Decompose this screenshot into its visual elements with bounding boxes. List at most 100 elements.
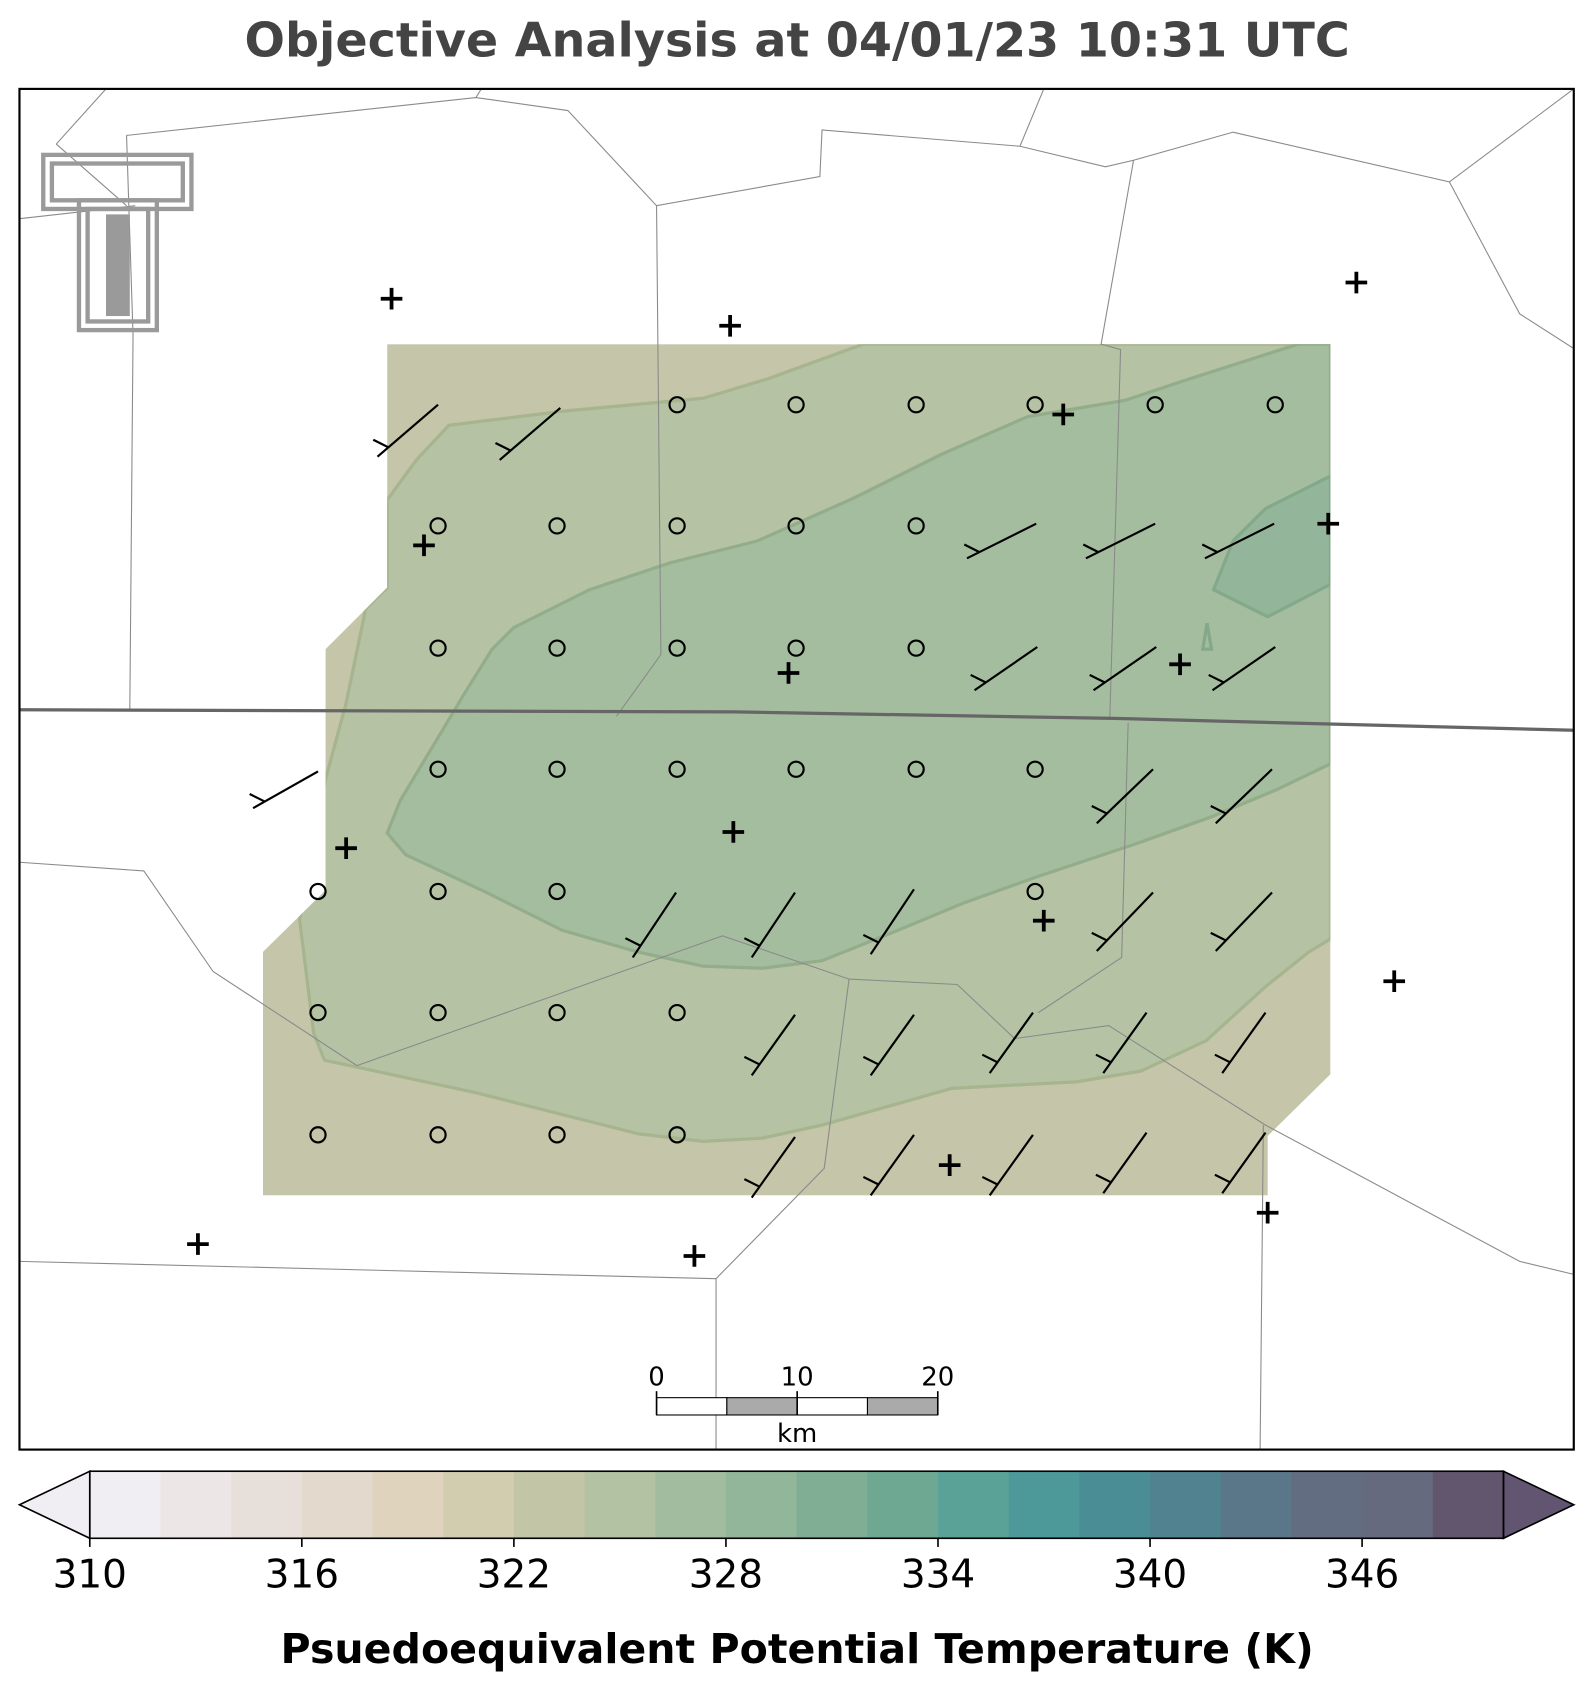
calm-marker — [429, 1126, 447, 1144]
calm-marker — [668, 760, 686, 778]
calm-marker — [429, 1003, 447, 1022]
colorbar-tick-label: 310 — [53, 1553, 127, 1598]
scale-segment — [726, 1397, 798, 1416]
colorbar-swatch — [443, 1471, 515, 1539]
wind-barb-tick — [743, 1178, 761, 1188]
scale-bar: 0 10 20 km — [648, 1363, 954, 1449]
station-marker — [380, 287, 403, 310]
station-marker — [1169, 653, 1191, 676]
colorbar-swatch — [1362, 1471, 1434, 1539]
calm-marker — [429, 760, 447, 778]
calm-marker — [429, 639, 447, 657]
wind-barb-tick — [981, 1175, 998, 1186]
wind-barb-tick — [494, 442, 512, 452]
station-marker — [1317, 512, 1340, 535]
wind-barb-tick — [743, 937, 761, 947]
calm-marker — [668, 396, 686, 414]
calm-marker — [668, 1003, 686, 1022]
wind-barb-tick — [963, 543, 980, 554]
wind-barb-tick — [981, 1053, 998, 1064]
colorbar-swatch — [937, 1471, 1010, 1539]
colorbar-extend-low — [17, 1469, 91, 1540]
county-lines — [19, 88, 1574, 1450]
wind-barb-tick — [1082, 543, 1099, 554]
wind-barb-tick — [862, 933, 879, 944]
scale-segment — [866, 1397, 939, 1416]
calm-marker — [429, 882, 447, 901]
wind-barb-tick — [1208, 673, 1225, 684]
calm-marker — [309, 1126, 327, 1144]
wind-barb-tick — [1214, 1053, 1231, 1064]
station-marker — [777, 662, 800, 684]
calm-marker — [668, 639, 686, 657]
scale-unit: km — [777, 1419, 817, 1449]
wind-barb-tick — [1095, 1173, 1112, 1184]
wind-barb-tick — [249, 793, 266, 803]
calm-marker — [548, 639, 566, 657]
wind-barb-tick — [624, 937, 642, 947]
station-marker — [683, 1245, 706, 1267]
colorbar-frame — [88, 1470, 1505, 1540]
colorbar-swatch — [160, 1471, 232, 1539]
title: Objective Analysis at 04/01/23 10:31 UTC — [245, 13, 1350, 68]
wind-barb-tick — [970, 673, 987, 684]
station-marker — [1383, 970, 1406, 993]
colorbar-swatch — [725, 1471, 798, 1539]
colorbar-label: Psuedoequivalent Potential Temperature (… — [281, 1625, 1314, 1673]
station-marker — [187, 1233, 209, 1255]
calm-marker — [1146, 396, 1164, 414]
colorbar-tick-label: 316 — [265, 1553, 339, 1598]
calm-marker — [548, 1003, 566, 1022]
map — [19, 88, 1574, 1450]
colorbar-swatch — [89, 1471, 162, 1539]
scale-segment — [796, 1397, 869, 1416]
wind-barb-tick — [1089, 673, 1106, 684]
wind-barb-tick — [862, 1175, 879, 1186]
scale-segment — [656, 1397, 728, 1416]
station-marker — [1256, 1201, 1279, 1224]
colorbar-swatch — [231, 1471, 303, 1539]
colorbar-swatch — [1220, 1471, 1292, 1539]
calm-marker — [548, 517, 566, 535]
calm-marker — [907, 396, 925, 414]
scale-tick-label: 20 — [921, 1363, 954, 1393]
station-marker — [722, 821, 745, 843]
calm-marker — [548, 760, 566, 778]
colorbar-swatch — [301, 1471, 374, 1539]
colorbar-swatch — [796, 1471, 868, 1539]
calm-marker — [907, 760, 925, 778]
station-marker — [413, 534, 435, 557]
scale-tick-label: 10 — [781, 1363, 814, 1393]
calm-marker — [548, 882, 566, 901]
colorbar-tick-label: 322 — [477, 1553, 551, 1598]
calm-marker — [1266, 396, 1284, 414]
calm-marker — [787, 517, 805, 535]
wind-barb-tick — [1091, 805, 1108, 815]
wind-barb-tick — [1214, 1173, 1231, 1184]
colorbar-tick-label: 328 — [689, 1553, 763, 1598]
calm-marker — [907, 639, 925, 657]
calm-marker — [787, 639, 805, 657]
observations — [187, 271, 1406, 1267]
wind-barb-tick — [1095, 1053, 1112, 1064]
station-marker — [1052, 403, 1075, 426]
calm-marker — [429, 517, 447, 535]
wind-barb-tick — [1210, 931, 1227, 942]
station-marker — [938, 1154, 961, 1176]
calm-marker — [1026, 760, 1044, 778]
state-line — [19, 708, 1574, 732]
calm-marker — [309, 1003, 327, 1022]
station-marker — [719, 314, 741, 337]
calm-marker — [1026, 882, 1044, 901]
station-marker — [1345, 271, 1368, 294]
colorbar-swatch — [513, 1471, 586, 1539]
colorbar-tick-label: 346 — [1325, 1553, 1399, 1598]
wind-barb-tick — [743, 1055, 761, 1066]
scale-tick-label: 0 — [648, 1363, 665, 1393]
colorbar-swatch — [1079, 1471, 1151, 1539]
colorbar-swatch — [372, 1471, 444, 1539]
calm-marker — [787, 396, 805, 414]
wind-barb-tick — [1210, 805, 1227, 815]
colorbar-swatch — [584, 1471, 656, 1539]
station-marker — [1032, 909, 1055, 932]
